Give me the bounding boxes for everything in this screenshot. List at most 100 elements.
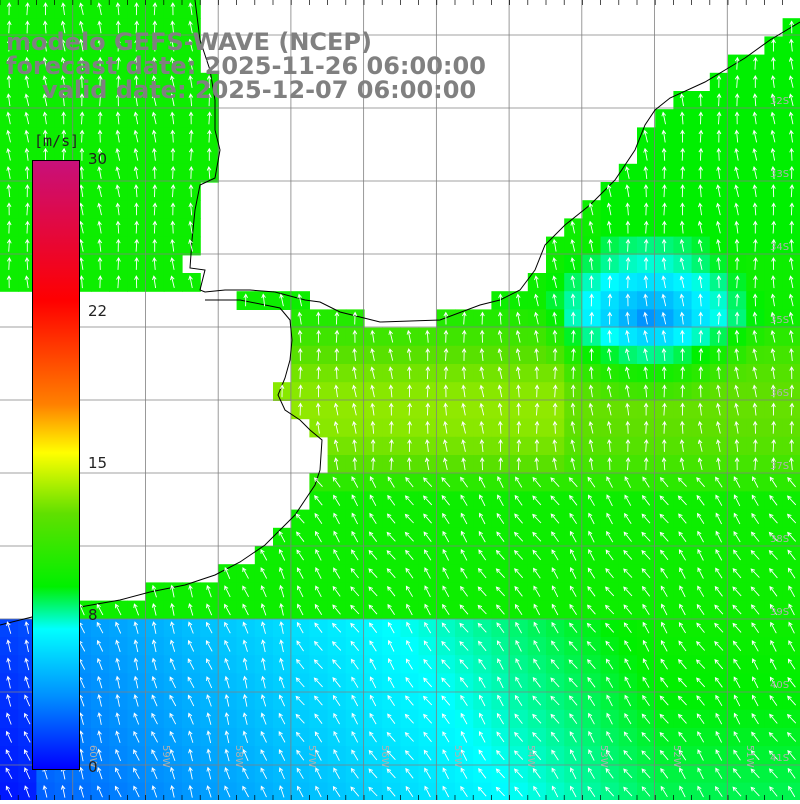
wind-arrow <box>786 495 797 506</box>
wind-arrow <box>606 712 613 725</box>
wind-arrow <box>6 275 12 289</box>
wind-arrow <box>133 129 139 143</box>
wind-arrow <box>624 712 632 725</box>
wind-arrow <box>660 639 668 652</box>
wind-arrow <box>550 677 560 688</box>
wind-arrow <box>24 694 31 707</box>
wind-arrow <box>641 585 651 597</box>
wind-arrow <box>42 784 48 798</box>
wind-arrow <box>514 694 523 706</box>
lon-label: 55W <box>452 745 463 768</box>
valid-date: valid date: 2025-12-07 06:00:00 <box>42 76 477 104</box>
wind-arrow <box>552 384 558 398</box>
wind-arrow <box>425 438 430 452</box>
lon-label: 60W <box>87 745 98 768</box>
wind-arrow <box>260 749 268 761</box>
wind-arrow <box>97 93 103 107</box>
wind-arrow <box>752 129 758 143</box>
wind-arrow <box>442 585 450 598</box>
wind-arrow <box>224 748 230 762</box>
wind-arrow <box>752 202 758 216</box>
wind-arrow <box>753 220 758 234</box>
wind-arrow <box>370 402 375 416</box>
wind-arrow <box>133 767 140 780</box>
wind-arrow <box>404 750 414 761</box>
wind-arrow <box>550 513 560 524</box>
wind-arrow <box>334 366 339 380</box>
wind-arrow <box>25 20 30 34</box>
wind-arrow <box>206 694 212 707</box>
wind-arrow <box>662 402 667 416</box>
wind-arrow <box>660 676 669 688</box>
wind-arrow <box>698 111 704 125</box>
wind-arrow <box>370 438 376 452</box>
wind-arrow <box>588 402 594 416</box>
wind-arrow <box>333 749 340 761</box>
wind-arrow <box>260 767 268 780</box>
wind-arrow <box>206 74 212 88</box>
forecast-date: forecast date: 2025-11-26 06:00:00 <box>6 52 486 80</box>
wind-arrow <box>771 256 776 270</box>
wind-arrow <box>404 732 414 742</box>
wind-arrow <box>624 494 632 506</box>
wind-arrow <box>734 311 740 325</box>
wind-arrow <box>461 366 467 380</box>
wind-arrow <box>96 621 104 634</box>
wind-arrow <box>352 366 357 380</box>
wind-arrow <box>697 420 703 434</box>
wind-arrow <box>479 512 486 525</box>
wind-arrow <box>315 530 322 543</box>
wind-arrow <box>788 257 794 270</box>
wind-arrow <box>642 476 650 488</box>
wind-arrow <box>224 785 231 798</box>
wind-arrow <box>642 639 650 652</box>
lat-label: 39S <box>770 607 789 618</box>
wind-arrow <box>152 202 158 216</box>
wind-arrow <box>661 366 667 380</box>
wind-arrow <box>479 329 485 343</box>
wind-arrow <box>733 494 741 507</box>
wind-arrow <box>425 329 430 343</box>
wind-arrow <box>405 585 413 597</box>
wind-arrow <box>461 439 466 452</box>
wind-arrow <box>188 111 194 125</box>
wind-arrow <box>697 731 705 743</box>
wind-arrow <box>478 767 487 779</box>
wind-arrow <box>733 549 741 561</box>
wind-arrow <box>698 366 704 380</box>
wind-arrow <box>188 584 193 598</box>
wind-arrow <box>788 93 794 107</box>
wind-arrow <box>787 531 797 542</box>
wind-arrow <box>751 494 759 506</box>
wind-arrow <box>750 750 760 761</box>
wind-arrow <box>279 584 285 598</box>
wind-arrow <box>188 766 193 780</box>
wind-arrow <box>188 602 194 616</box>
wind-arrow <box>751 512 760 524</box>
wind-arrow <box>386 731 396 742</box>
wind-arrow <box>568 659 578 669</box>
wind-arrow <box>423 731 432 743</box>
wind-arrow <box>715 530 723 543</box>
wind-arrow <box>386 768 396 779</box>
wind-arrow <box>406 621 413 634</box>
wind-arrow <box>97 111 103 125</box>
wind-arrow <box>97 147 103 161</box>
wind-arrow <box>571 329 576 343</box>
wind-cell <box>782 709 800 729</box>
wind-arrow <box>570 257 576 270</box>
wind-arrow <box>351 694 359 707</box>
wind-arrow <box>643 420 649 434</box>
wind-arrow <box>787 749 796 761</box>
wind-arrow <box>206 785 212 798</box>
wind-arrow <box>570 311 576 325</box>
wind-arrow <box>496 712 504 725</box>
wind-arrow <box>750 786 760 797</box>
wind-arrow <box>753 438 758 452</box>
wind-arrow <box>569 622 578 633</box>
wind-arrow <box>716 293 722 307</box>
wind-arrow <box>79 56 84 70</box>
wind-arrow <box>496 622 505 634</box>
wind-arrow <box>587 785 596 797</box>
wind-arrow <box>625 166 630 179</box>
